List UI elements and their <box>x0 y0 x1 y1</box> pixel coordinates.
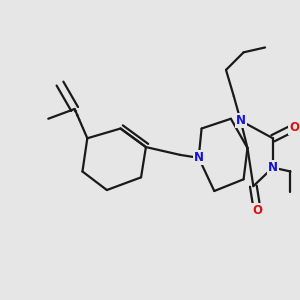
Text: N: N <box>236 114 246 127</box>
Text: N: N <box>268 161 278 174</box>
Text: O: O <box>290 121 299 134</box>
Text: N: N <box>194 151 204 164</box>
Text: O: O <box>252 204 262 217</box>
